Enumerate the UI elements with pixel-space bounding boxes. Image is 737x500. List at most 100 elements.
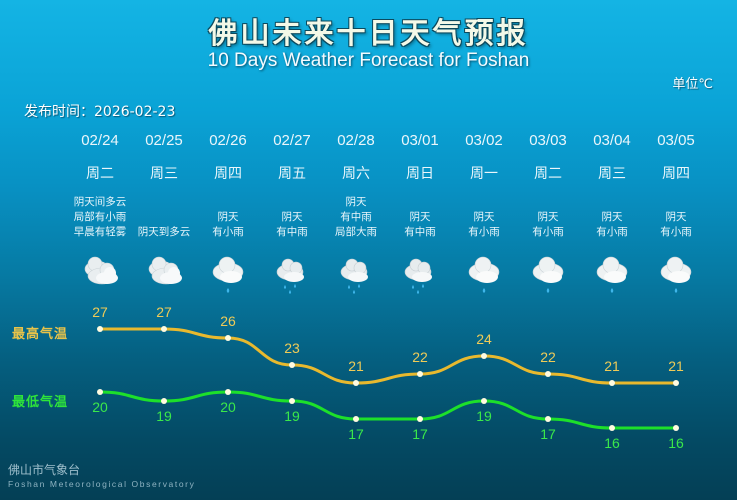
forecast-description: 阴天 有中雨 局部大雨 [324, 192, 388, 240]
description-line: 有小雨 [468, 226, 500, 238]
high-temp-value: 27 [92, 304, 108, 320]
weather-icon-cell [324, 252, 388, 298]
high-temp-value: 23 [284, 340, 300, 356]
forecast-date: 02/28 [337, 132, 375, 149]
weather-icon-cell [68, 252, 132, 298]
low-temp-value: 16 [668, 435, 684, 451]
high-temp-point [417, 371, 423, 377]
forecast-description: 阴天 有小雨 [516, 192, 580, 240]
low-temp-point [673, 425, 679, 431]
low-temp-value: 19 [156, 408, 172, 424]
forecast-date: 03/05 [657, 132, 695, 149]
low-temp-value: 20 [92, 399, 108, 415]
weather-icon-cell [516, 252, 580, 298]
forecast-date: 03/01 [401, 132, 439, 149]
high-temp-point [353, 380, 359, 386]
legend-high-temp: 最高气温 [12, 327, 69, 342]
description-line: 有中雨 [404, 226, 436, 238]
moderate-rain-icon [276, 258, 304, 294]
low-temp-point [481, 398, 487, 404]
legend-low-temp: 最低气温 [12, 395, 69, 410]
low-temp-point [417, 416, 423, 422]
low-temp-point [225, 389, 231, 395]
light-rain-icon [212, 256, 244, 293]
high-temp-point [289, 362, 295, 368]
description-line: 阴天 [409, 211, 431, 223]
high-temp-point [161, 326, 167, 332]
low-temp-point [97, 389, 103, 395]
forecast-date: 03/02 [465, 132, 503, 149]
low-temp-point [289, 398, 295, 404]
light-rain-icon [660, 256, 692, 293]
forecast-weekday: 周三 [598, 166, 626, 182]
forecast-date: 02/27 [273, 132, 311, 149]
low-temp-value: 17 [412, 426, 428, 442]
high-temp-value: 21 [348, 358, 364, 374]
low-temp-value: 20 [220, 399, 236, 415]
high-temp-value: 21 [668, 358, 684, 374]
forecast-date: 02/26 [209, 132, 247, 149]
high-temp-value: 22 [412, 349, 428, 365]
weather-icon-cell [644, 252, 708, 298]
forecast-date: 02/24 [81, 132, 119, 149]
high-temp-point [673, 380, 679, 386]
light-rain-icon [596, 256, 628, 293]
weather-icon-cell [260, 252, 324, 298]
high-temp-point [609, 380, 615, 386]
weather-icon-cell [132, 252, 196, 298]
page-title: 佛山未来十日天气预报 [208, 16, 529, 50]
light-rain-icon [532, 256, 564, 293]
weather-icon-cell [452, 252, 516, 298]
forecast-description: 阴天 有中雨 [260, 192, 324, 240]
forecast-weekday: 周二 [534, 166, 562, 182]
forecast-weekday: 周一 [470, 166, 498, 182]
forecast-date: 02/25 [145, 132, 183, 149]
forecast-description: 阴天 有小雨 [580, 192, 644, 240]
publish-time: 发布时间：2026-02-23 [24, 104, 176, 120]
description-line: 早晨有轻雾 [73, 226, 127, 238]
weather-icon-cell [388, 252, 452, 298]
forecast-date: 03/03 [529, 132, 567, 149]
description-line: 阴天 [537, 211, 559, 223]
forecast-weekday: 周五 [278, 166, 306, 182]
description-line: 阴天 [281, 211, 303, 223]
description-line: 有小雨 [596, 226, 628, 238]
description-line: 有小雨 [212, 226, 244, 238]
page-subtitle: 10 Days Weather Forecast for Foshan [207, 50, 530, 71]
low-temp-point [545, 416, 551, 422]
description-line: 阴天间多云 [73, 196, 127, 208]
forecast-description: 阴天 有小雨 [196, 192, 260, 240]
cloudy-icon [84, 256, 118, 285]
high-temp-value: 24 [476, 331, 492, 347]
forecast-description: 阴天 有中雨 [388, 192, 452, 240]
moderate-rain-icon [340, 258, 368, 294]
low-temp-value: 19 [284, 408, 300, 424]
forecast-weekday: 周四 [662, 166, 690, 182]
forecast-description: 阴天 有小雨 [452, 192, 516, 240]
high-temp-line [100, 327, 676, 385]
forecast-weekday: 周二 [86, 166, 114, 182]
weather-icon-cell [580, 252, 644, 298]
high-temp-value: 27 [156, 304, 172, 320]
description-line: 局部有小雨 [73, 211, 127, 223]
forecast-weekday: 周六 [342, 166, 370, 182]
forecast-description: 阴天 有小雨 [644, 192, 708, 240]
description-line: 阴天到多云 [137, 226, 191, 238]
description-line: 局部大雨 [335, 226, 377, 238]
forecast-weekday: 周四 [214, 166, 242, 182]
description-line: 阴天 [473, 211, 495, 223]
low-temp-point [609, 425, 615, 431]
low-temp-line [99, 390, 676, 430]
moderate-rain-icon [404, 258, 432, 294]
description-line: 阴天 [601, 211, 623, 223]
weather-icon-cell [196, 252, 260, 298]
high-temp-point [481, 353, 487, 359]
description-line: 有小雨 [532, 226, 564, 238]
footer-org-cn: 佛山市气象台 [8, 463, 81, 477]
low-temp-point [161, 398, 167, 404]
forecast-weekday: 周三 [150, 166, 178, 182]
high-temp-point [545, 371, 551, 377]
description-line: 阴天 [345, 196, 367, 208]
